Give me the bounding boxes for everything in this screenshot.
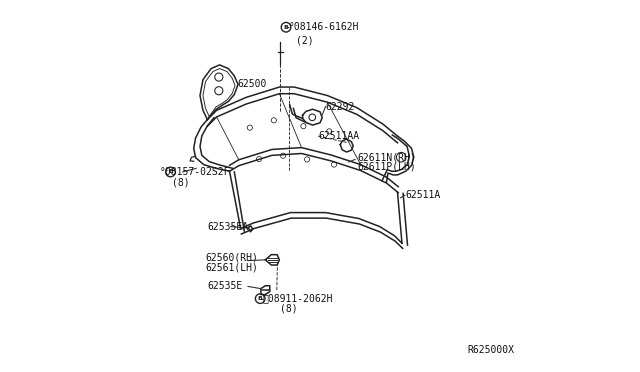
Text: (2): (2)	[296, 35, 314, 45]
Text: 62560(RH): 62560(RH)	[205, 253, 259, 263]
Text: B: B	[258, 296, 262, 301]
Text: B: B	[168, 170, 173, 174]
Text: 62535E: 62535E	[207, 282, 243, 291]
Text: °08157-02S2F: °08157-02S2F	[159, 167, 230, 177]
Text: (8): (8)	[172, 177, 190, 187]
Text: 62500: 62500	[237, 80, 266, 89]
Text: B: B	[284, 25, 289, 30]
Text: °08146-6162H: °08146-6162H	[289, 22, 359, 32]
Text: 62292: 62292	[326, 102, 355, 112]
Text: 62611P(LH): 62611P(LH)	[357, 162, 415, 172]
Text: ⓝ08911-2062H: ⓝ08911-2062H	[263, 294, 333, 304]
Text: 62535EA: 62535EA	[207, 222, 248, 232]
Text: 62511AA: 62511AA	[318, 131, 359, 141]
Text: (8): (8)	[280, 304, 298, 314]
Text: R625000X: R625000X	[468, 345, 515, 355]
Text: 62511A: 62511A	[405, 190, 440, 200]
Text: 62611N(RH): 62611N(RH)	[357, 152, 415, 162]
Text: 62561(LH): 62561(LH)	[205, 263, 259, 273]
